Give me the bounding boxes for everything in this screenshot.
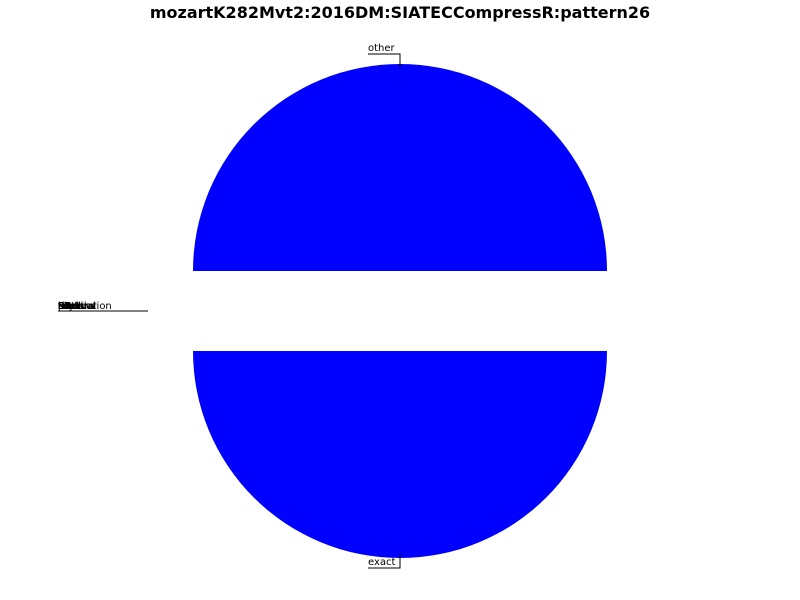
chart-title: mozartK282Mvt2:2016DM:SIATECCompressR:pa…	[150, 3, 650, 22]
zero-slice-label-RI: RI	[58, 301, 68, 312]
label-leader-other	[368, 53, 401, 68]
pie-slices	[193, 64, 607, 558]
zero-slice-labels: translationRIRISTSRSISRItimerhythmpitchc…	[58, 301, 148, 312]
zero-slice-label-SR: SR	[58, 301, 71, 312]
zero-slice-label-interval: interval	[58, 301, 96, 312]
zero-slice-label-scale: scale	[58, 301, 84, 312]
zero-slice-label-contour: contour	[58, 301, 97, 312]
zero-slice-label-ST: ST	[58, 301, 71, 312]
slice-label-exact: exact	[368, 557, 396, 568]
pie-slice-exact	[193, 351, 607, 558]
zero-slice-label-R: R	[58, 301, 65, 312]
label-leader-exact	[368, 554, 401, 569]
pie-slice-other	[193, 64, 607, 271]
zero-slice-label-SI: SI	[58, 301, 67, 312]
zero-slice-label-SRI: SRI	[58, 301, 74, 312]
zero-slice-label-I: I	[58, 301, 61, 312]
zero-slice-label-rhythm: rhythm	[58, 301, 94, 312]
slice-label-other: other	[368, 43, 396, 54]
pie-labels: other exact	[368, 43, 401, 569]
zero-slice-label-tonal: tonal	[58, 301, 83, 312]
zero-slice-label-pitch: pitch	[58, 301, 83, 312]
zero-slice-label-translation: translation	[58, 301, 112, 312]
zero-slice-label-time: time	[58, 301, 81, 312]
